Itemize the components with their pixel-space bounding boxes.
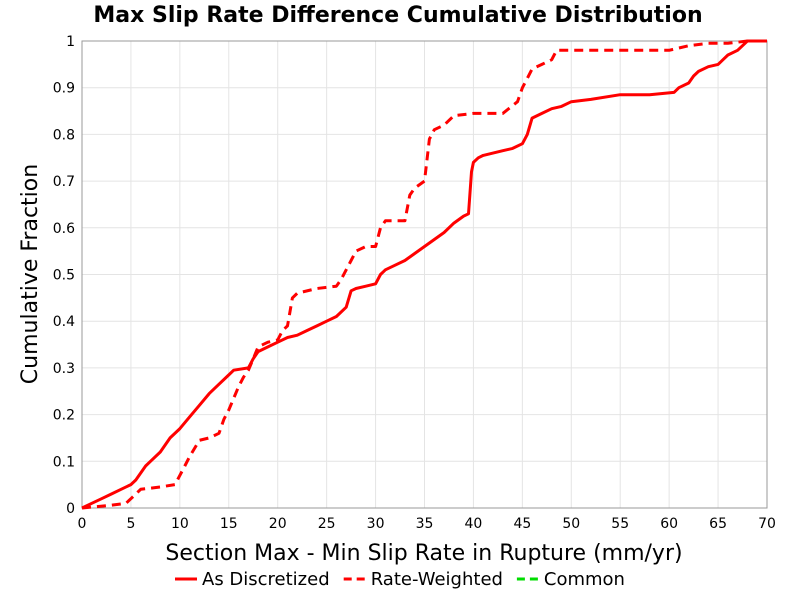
tick-labels: 0 5 10 15 20 25 30 35 40 45 50 55 60 65 70 0 0.1 0.2 0.3 0.… (53, 34, 776, 532)
x-tick-label: 70 (758, 516, 776, 532)
y-tick-label: 0.7 (53, 174, 75, 190)
x-tick-label: 0 (78, 516, 87, 532)
x-tick-label: 55 (611, 516, 629, 532)
y-tick-label: 0.6 (53, 221, 75, 237)
y-tick-label: 1 (66, 34, 75, 50)
y-tick-label: 0.8 (53, 127, 75, 143)
legend-label: As Discretized (202, 569, 330, 590)
grid (81, 40, 768, 509)
series-line-1 (81, 39, 767, 510)
x-tick-label: 30 (367, 516, 385, 532)
series-lines (81, 39, 767, 510)
x-tick-label: 65 (709, 516, 727, 532)
x-tick-label: 40 (465, 516, 483, 532)
y-tick-label: 0.2 (53, 408, 75, 424)
x-tick-label: 25 (318, 516, 336, 532)
legend-item: As Discretized (175, 569, 330, 590)
y-axis-label: Cumulative Fraction (18, 164, 43, 384)
plot-frame (81, 40, 768, 509)
legend-label: Rate-Weighted (371, 569, 503, 590)
x-tick-label: 5 (126, 516, 135, 532)
y-tick-label: 0.9 (53, 81, 75, 97)
x-tick-label: 60 (660, 516, 678, 532)
x-tick-label: 35 (416, 516, 434, 532)
series-line-0 (81, 39, 767, 510)
y-tick-label: 0.4 (53, 314, 75, 330)
legend: As Discretized Rate-Weighted Common (175, 569, 625, 590)
x-tick-label: 50 (562, 516, 580, 532)
x-tick-label: 45 (513, 516, 531, 532)
x-tick-label: 20 (269, 516, 287, 532)
legend-item: Rate-Weighted (343, 569, 503, 590)
legend-item: Common (516, 569, 625, 590)
y-tick-label: 0.3 (53, 361, 75, 377)
legend-label: Common (544, 569, 625, 590)
y-tick-label: 0.5 (53, 268, 75, 284)
y-tick-label: 0 (66, 501, 75, 517)
chart-title: Max Slip Rate Difference Cumulative Dist… (93, 3, 702, 28)
x-tick-label: 15 (220, 516, 238, 532)
y-tick-label: 0.1 (53, 454, 75, 470)
x-tick-label: 10 (171, 516, 189, 532)
x-axis-label: Section Max - Min Slip Rate in Rupture (… (165, 541, 682, 566)
